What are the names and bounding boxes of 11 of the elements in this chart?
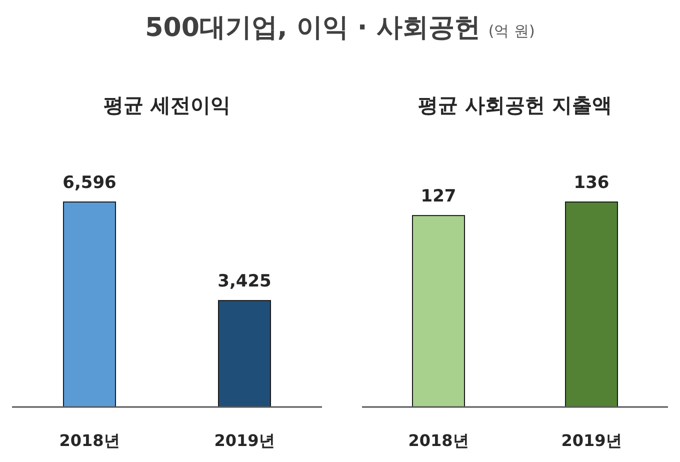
data-label: 136 [574, 173, 610, 193]
data-label: 127 [420, 186, 456, 207]
chart-title: 500대기업, 이익 · 사회공헌 (억 원) [145, 13, 535, 43]
x-tick-label: 2019년 [561, 431, 622, 450]
data-label: 6,596 [62, 173, 116, 193]
data-label: 3,425 [218, 272, 272, 292]
chart-subtitle: 평균 세전이익 [104, 93, 230, 117]
x-tick-label: 2019년 [214, 431, 275, 450]
chart-subtitle: 평균 사회공헌 지출액 [418, 93, 612, 117]
x-tick-label: 2018년 [408, 431, 469, 450]
x-tick-label: 2018년 [59, 431, 120, 450]
